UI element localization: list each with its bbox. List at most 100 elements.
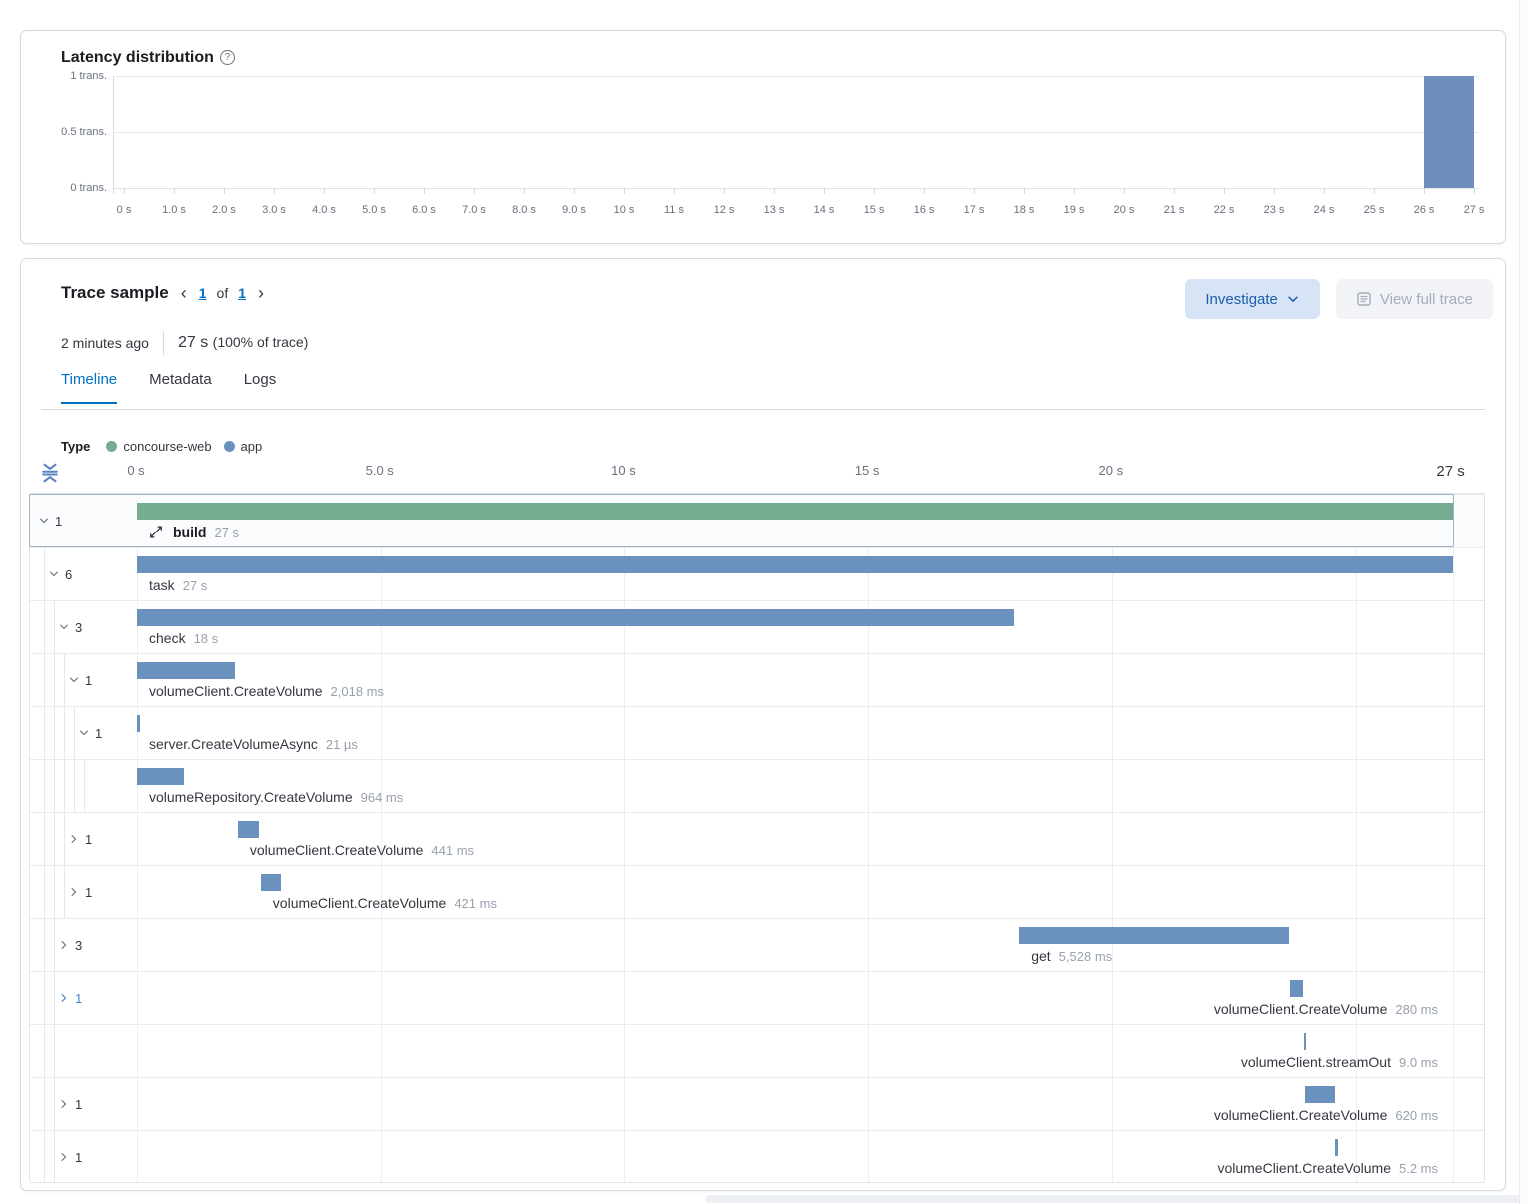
waterfall-row[interactable]: volumeRepository.CreateVolume 964 ms xyxy=(30,759,1484,812)
expand-toggle[interactable]: 1 xyxy=(58,972,82,1024)
expand-toggle[interactable]: 1 xyxy=(78,707,102,759)
span-bar[interactable] xyxy=(137,609,1015,626)
expand-toggle[interactable]: 6 xyxy=(48,548,72,600)
tab-timeline[interactable]: Timeline xyxy=(61,371,118,404)
waterfall-row[interactable]: 3 check 18 s xyxy=(30,600,1484,653)
timeline-gridline xyxy=(137,494,138,1182)
span-bar[interactable] xyxy=(1289,980,1304,997)
y-axis-tick-label: 0 trans. xyxy=(70,182,107,194)
span-bar[interactable] xyxy=(1303,1033,1307,1050)
span-name: build xyxy=(173,524,207,540)
waterfall-row[interactable]: volumeClient.streamOut 9.0 ms xyxy=(30,1024,1484,1077)
tab-metadata[interactable]: Metadata xyxy=(149,371,212,388)
x-axis-tick xyxy=(1274,188,1275,194)
span-label[interactable]: server.CreateVolumeAsync 21 µs xyxy=(149,736,358,752)
span-label[interactable]: volumeClient.streamOut 9.0 ms xyxy=(1241,1054,1438,1070)
waterfall-row[interactable]: 1 volumeClient.CreateVolume 280 ms xyxy=(30,971,1484,1024)
tree-guide-line xyxy=(54,1025,55,1077)
tree-guide-line xyxy=(64,654,65,706)
span-duration: 5,528 ms xyxy=(1058,949,1113,964)
prev-sample-icon[interactable]: ‹ xyxy=(180,283,187,303)
span-bar[interactable] xyxy=(137,715,140,732)
x-axis-tick-label: 2.0 s xyxy=(212,204,236,216)
span-bar[interactable] xyxy=(137,662,236,679)
span-label[interactable]: build 27 s xyxy=(149,524,239,540)
waterfall-row[interactable]: 1 volumeClient.CreateVolume 620 ms xyxy=(30,1077,1484,1130)
expand-toggle[interactable]: 1 xyxy=(58,1131,82,1183)
help-icon[interactable]: ? xyxy=(219,50,235,65)
waterfall-row[interactable]: 1 server.CreateVolumeAsync 21 µs xyxy=(30,706,1484,759)
x-axis-tick-label: 13 s xyxy=(763,204,785,216)
expand-toggle[interactable]: 1 xyxy=(68,654,92,706)
expand-toggle[interactable]: 1 xyxy=(38,495,62,547)
vertical-scrollbar-track[interactable] xyxy=(1519,0,1528,1204)
tab-logs[interactable]: Logs xyxy=(243,371,277,388)
waterfall-row[interactable]: 6 task 27 s xyxy=(30,547,1484,600)
latency-distribution-panel: Latency distribution? 0 trans. 0.5 trans.… xyxy=(20,30,1506,244)
timeline-gridline xyxy=(868,494,870,1182)
x-axis-tick xyxy=(174,188,175,194)
legend-item-label: app xyxy=(240,439,263,454)
tree-guide-line xyxy=(54,919,55,971)
expand-toggle[interactable]: 1 xyxy=(58,1078,82,1130)
waterfall-row[interactable]: 1 volumeClient.CreateVolume 2,018 ms xyxy=(30,653,1484,706)
span-label[interactable]: volumeClient.CreateVolume 620 ms xyxy=(1214,1107,1438,1123)
waterfall-row[interactable]: 1 build 27 s xyxy=(29,494,1484,547)
span-label[interactable]: check 18 s xyxy=(149,630,218,646)
span-label[interactable]: get 5,528 ms xyxy=(1031,948,1112,964)
next-sample-icon[interactable]: › xyxy=(258,283,265,303)
span-bar[interactable] xyxy=(137,503,1453,520)
span-bar[interactable] xyxy=(260,874,282,891)
tree-guide-line xyxy=(54,1078,55,1130)
chevron-down-icon xyxy=(40,518,48,524)
histogram-bar[interactable] xyxy=(1424,76,1474,188)
span-bar[interactable] xyxy=(137,556,1453,573)
waterfall-row[interactable]: 1 volumeClient.CreateVolume 441 ms xyxy=(30,812,1484,865)
investigate-button[interactable]: Investigate xyxy=(1185,279,1320,319)
span-bar[interactable] xyxy=(1019,927,1289,944)
x-axis-tick xyxy=(1024,188,1025,194)
tree-guide-line xyxy=(64,813,65,865)
span-label[interactable]: task 27 s xyxy=(149,577,207,593)
trace-duration: 27 s (100% of trace) xyxy=(178,334,308,352)
ruler-tick-label: 15 s xyxy=(854,463,880,478)
child-count: 1 xyxy=(75,1096,83,1112)
expand-toggle[interactable]: 3 xyxy=(58,601,82,653)
trace-sample-title: Trace sample xyxy=(61,283,169,302)
timeline-gridline xyxy=(1453,494,1454,1182)
tree-guide-line xyxy=(44,760,45,812)
x-axis-tick xyxy=(824,188,825,194)
span-label[interactable]: volumeClient.CreateVolume 280 ms xyxy=(1214,1001,1438,1017)
collapse-all-icon[interactable] xyxy=(39,461,61,485)
span-label[interactable]: volumeRepository.CreateVolume 964 ms xyxy=(149,789,403,805)
span-bar[interactable] xyxy=(1335,1139,1338,1156)
expand-toggle[interactable]: 1 xyxy=(68,866,92,918)
view-full-trace-button[interactable]: View full trace xyxy=(1335,279,1493,319)
tree-guide-line xyxy=(64,866,65,918)
x-axis-tick xyxy=(1224,188,1225,194)
horizontal-scrollbar[interactable] xyxy=(705,1195,1528,1203)
span-bar[interactable] xyxy=(1304,1086,1336,1103)
span-label[interactable]: volumeClient.CreateVolume 5.2 ms xyxy=(1217,1160,1438,1176)
span-label[interactable]: volumeClient.CreateVolume 421 ms xyxy=(273,895,497,911)
waterfall-row[interactable]: 3 get 5,528 ms xyxy=(30,918,1484,971)
span-bar[interactable] xyxy=(137,768,184,785)
waterfall-row[interactable]: 1 volumeClient.CreateVolume 5.2 ms xyxy=(30,1130,1484,1183)
chevron-right-icon xyxy=(61,1100,67,1108)
legend-type-label: Type xyxy=(61,439,91,454)
span-label[interactable]: volumeClient.CreateVolume 441 ms xyxy=(250,842,474,858)
expand-toggle[interactable]: 1 xyxy=(68,813,92,865)
legend-dot-icon xyxy=(223,441,235,452)
span-name: get xyxy=(1031,948,1051,964)
span-label[interactable]: volumeClient.CreateVolume 2,018 ms xyxy=(149,683,384,699)
x-axis-tick xyxy=(624,188,625,194)
span-name: volumeClient.streamOut xyxy=(1240,1054,1391,1070)
waterfall-row[interactable]: 1 volumeClient.CreateVolume 421 ms xyxy=(30,865,1484,918)
expand-toggle[interactable]: 3 xyxy=(58,919,82,971)
pagination-current-link[interactable]: 1 xyxy=(198,285,207,301)
divider xyxy=(162,331,164,355)
tree-guide-line xyxy=(54,1131,55,1183)
span-bar[interactable] xyxy=(237,821,260,838)
span-duration: 9.0 ms xyxy=(1398,1055,1438,1070)
pagination-total-link[interactable]: 1 xyxy=(238,285,247,301)
